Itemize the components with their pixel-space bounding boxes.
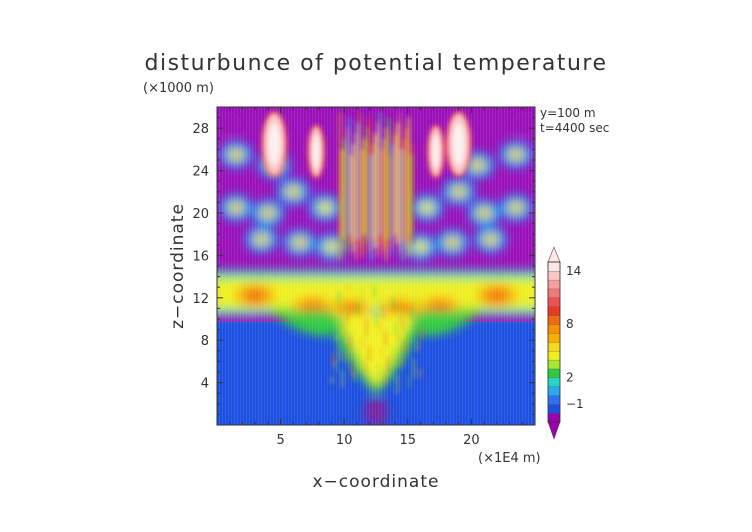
colorbar-tick-label: 2 — [566, 371, 574, 385]
colorbar-swatch — [547, 386, 561, 396]
y-tick-label: 8 — [201, 334, 209, 349]
colorbar-swatch — [547, 377, 561, 387]
y-tick-label: 16 — [192, 249, 209, 264]
colorbar-tick-label: 14 — [566, 264, 581, 278]
colorbar-swatch — [547, 315, 561, 325]
colorbar-swatch — [547, 279, 561, 290]
y-tick-label: 20 — [192, 207, 209, 222]
colorbar-tick-label: −1 — [566, 397, 584, 411]
colorbar-swatch — [547, 288, 561, 299]
chart-title: disturbunce of potential temperature — [145, 51, 608, 76]
x-axis-label: x−coordinate — [313, 472, 440, 492]
x-tick-label: 10 — [336, 433, 353, 448]
x-tick-label: 20 — [463, 433, 480, 448]
plot-field — [217, 107, 535, 425]
colorbar-swatch — [547, 270, 561, 281]
colorbar-swatch — [547, 306, 561, 316]
y-axis-label: z−coordinate — [168, 203, 188, 329]
y-tick-label: 24 — [192, 165, 209, 180]
colorbar-swatch — [547, 324, 561, 334]
colorbar-swatch — [547, 341, 561, 352]
colorbar-swatch — [547, 297, 561, 307]
x-unit-label: (×1E4 m) — [478, 451, 541, 466]
colorbar-extend-bottom — [547, 421, 561, 440]
annotation-y: y=100 m — [540, 106, 596, 120]
colorbar-swatch — [547, 350, 561, 361]
colorbar-swatch — [547, 412, 561, 423]
colorbar-swatch — [547, 395, 561, 405]
x-tick-label: 15 — [400, 433, 417, 448]
y-unit-label: (×1000 m) — [143, 81, 214, 96]
y-tick-label: 12 — [192, 292, 209, 307]
colorbar-swatch — [547, 332, 561, 343]
colorbar-swatch — [547, 359, 561, 370]
colorbar-tick-label: 8 — [566, 317, 574, 331]
y-tick-label: 28 — [192, 122, 209, 137]
annotation-t: t=4400 sec — [540, 121, 609, 135]
colorbar: −1 2 8 14 — [547, 246, 584, 440]
colorbar-swatch — [547, 404, 561, 414]
colorbar-extend-top — [547, 246, 561, 263]
x-tick-label: 5 — [276, 433, 284, 448]
colorbar-swatch — [547, 261, 561, 272]
y-tick-label: 4 — [201, 377, 209, 392]
colorbar-frame — [547, 261, 561, 423]
colorbar-swatch — [547, 368, 561, 379]
